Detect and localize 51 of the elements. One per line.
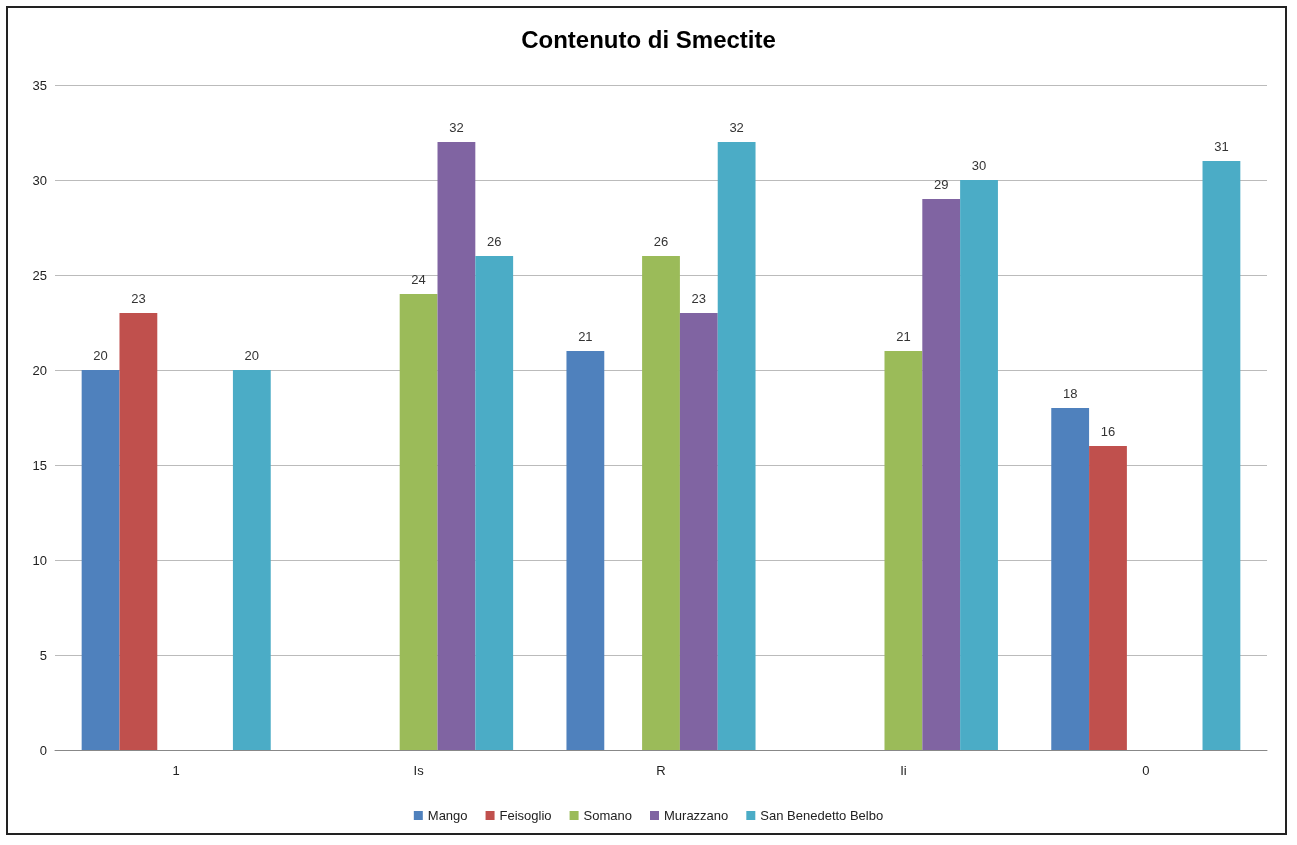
legend-label: Somano	[583, 808, 633, 823]
bar	[1051, 408, 1090, 750]
bar	[399, 294, 438, 750]
bar	[475, 256, 514, 750]
data-label: 21	[896, 329, 911, 344]
data-label: 23	[131, 291, 146, 306]
bar	[679, 313, 718, 750]
bar	[437, 142, 476, 750]
legend-label: Mango	[427, 808, 468, 823]
y-tick-label: 35	[32, 77, 47, 93]
x-tick-label: R	[656, 763, 666, 778]
data-label: 18	[1062, 386, 1078, 401]
bar	[717, 142, 756, 750]
bar	[922, 199, 961, 750]
data-label: 21	[578, 329, 593, 344]
x-tick-label: Is	[413, 763, 425, 778]
y-tick-label: 5	[39, 647, 47, 663]
data-label: 16	[1100, 424, 1116, 439]
bar	[884, 351, 923, 750]
y-tick-label: 15	[32, 457, 47, 473]
x-tick-label: Ii	[900, 763, 907, 778]
data-label: 26	[653, 234, 669, 249]
data-label: 24	[411, 272, 426, 287]
data-label: 31	[1214, 139, 1229, 154]
bar	[232, 370, 271, 750]
y-tick-label: 30	[32, 172, 47, 188]
data-label: 20	[93, 348, 108, 363]
legend-label: Murazzano	[664, 808, 729, 823]
legend-label: Feisoglio	[499, 808, 552, 823]
data-label: 32	[729, 120, 744, 135]
bar	[81, 370, 120, 750]
x-tick-label: 1	[172, 763, 180, 778]
data-label: 32	[449, 120, 464, 135]
x-tick-label: 0	[1142, 763, 1150, 778]
bar	[1089, 446, 1127, 750]
data-label: 29	[933, 177, 949, 192]
y-tick-label: 0	[39, 742, 47, 758]
y-tick-label: 25	[32, 267, 47, 283]
bar	[119, 313, 158, 750]
bar	[960, 180, 998, 750]
chart-title: Contenuto di Smectite	[521, 25, 776, 53]
bar	[642, 256, 680, 750]
data-label: 23	[691, 291, 707, 306]
data-label: 30	[971, 158, 987, 173]
y-tick-label: 10	[32, 552, 47, 568]
bar	[1202, 161, 1241, 750]
legend-label: San Benedetto Belbo	[760, 808, 884, 823]
y-tick-label: 20	[32, 362, 47, 378]
data-label: 20	[244, 348, 260, 363]
data-label: 26	[486, 234, 502, 249]
bar	[566, 351, 605, 750]
